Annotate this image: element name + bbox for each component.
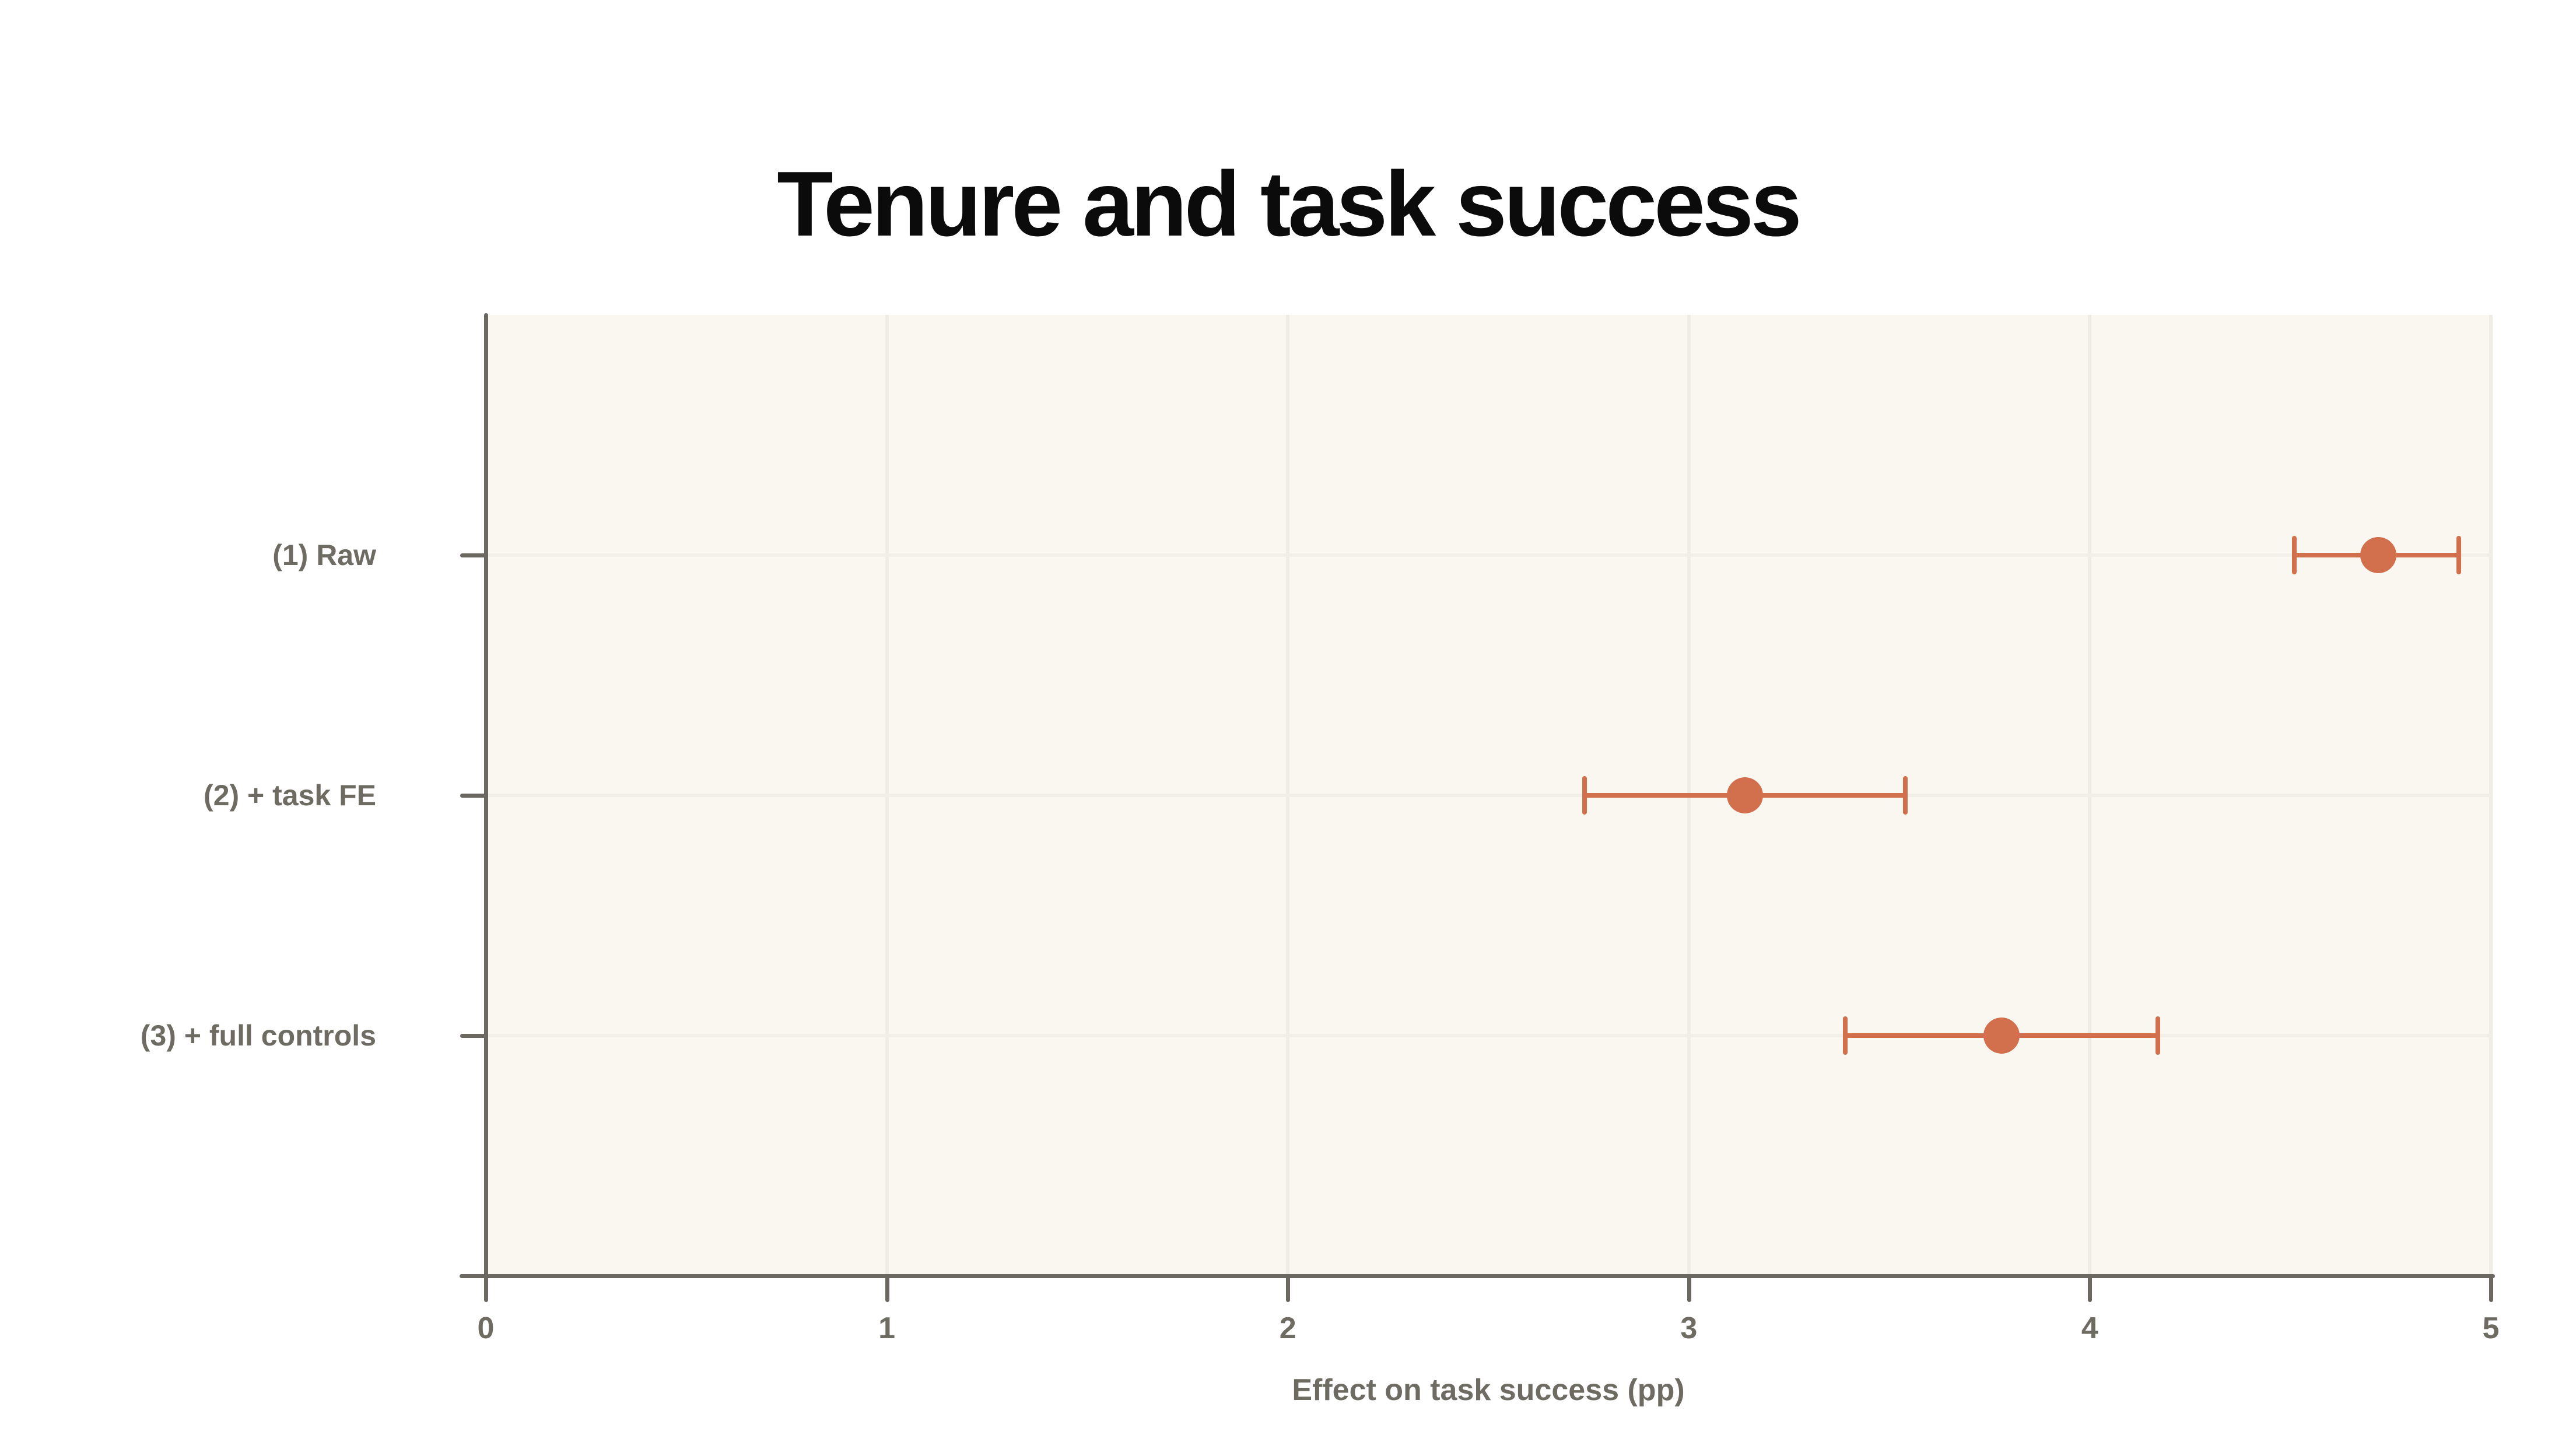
x-axis-title: Effect on task success (pp) [1292, 1373, 1685, 1407]
point-estimate-row-1 [2360, 537, 2397, 573]
y-tick-row-1 [460, 553, 486, 557]
x-tick-label-4: 4 [2081, 1311, 2098, 1345]
x-tick-label-1: 1 [878, 1311, 896, 1345]
gridline-horizontal-row-3 [488, 1034, 2491, 1037]
y-axis-line [484, 313, 488, 1278]
x-axis-line [460, 1274, 2495, 1278]
point-estimate-row-3 [1983, 1018, 2020, 1054]
y-tick-row-3 [460, 1033, 486, 1038]
category-label-row-2: (2) + task FE [204, 779, 376, 812]
x-tick-2 [1286, 1276, 1291, 1302]
x-tick-label-5: 5 [2482, 1311, 2500, 1345]
x-tick-label-0: 0 [477, 1311, 495, 1345]
error-bar-cap-high-row-2 [1903, 776, 1908, 815]
x-tick-1 [885, 1276, 889, 1302]
x-tick-0 [484, 1276, 488, 1302]
gridline-vertical-5 [2489, 315, 2493, 1276]
point-estimate-row-2 [1727, 777, 1764, 813]
x-tick-label-3: 3 [1680, 1311, 1698, 1345]
gridline-horizontal-row-2 [488, 794, 2491, 797]
x-tick-5 [2489, 1276, 2493, 1302]
x-tick-4 [2088, 1276, 2093, 1302]
error-bar-cap-low-row-3 [1842, 1016, 1848, 1055]
gridline-horizontal-row-1 [488, 553, 2491, 557]
error-bar-cap-high-row-1 [2456, 536, 2461, 574]
error-bar-cap-low-row-2 [1582, 776, 1587, 815]
x-tick-3 [1687, 1276, 1691, 1302]
error-bar-cap-low-row-1 [2292, 536, 2297, 574]
chart-title: Tenure and task success [777, 152, 1802, 255]
x-tick-label-2: 2 [1279, 1311, 1296, 1345]
category-label-row-1: (1) Raw [272, 539, 376, 571]
y-tick-row-2 [460, 793, 486, 798]
error-bar-cap-high-row-3 [2156, 1016, 2161, 1055]
category-label-row-3: (3) + full controls [140, 1019, 376, 1052]
